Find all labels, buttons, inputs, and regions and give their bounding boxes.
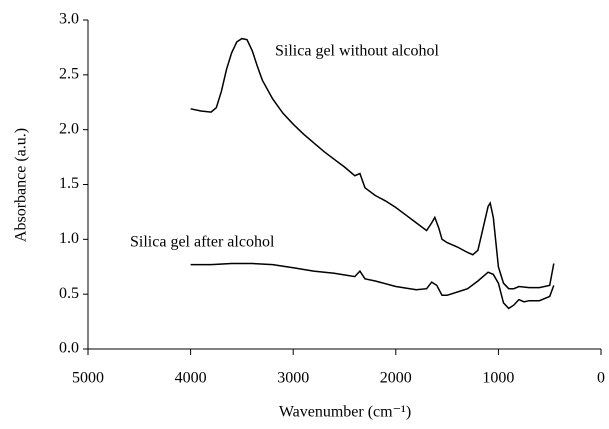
- y-tick-label: 1.5: [59, 175, 79, 192]
- x-tick-label: 4000: [175, 370, 207, 387]
- y-tick-label: 2.0: [59, 120, 79, 137]
- y-tick-label: 0.0: [59, 340, 79, 357]
- x-tick-label: 1000: [482, 370, 514, 387]
- line-series: [190, 262, 555, 310]
- y-tick-label: 3.0: [59, 11, 79, 28]
- annotation: Silica gel without alcohol: [275, 43, 440, 60]
- x-tick-label: 0: [597, 370, 605, 387]
- y-axis-label: Absorbance (a.u.): [13, 128, 30, 242]
- x-axis-label: Wavenumber (cm⁻¹): [279, 404, 411, 421]
- y-tick-label: 2.5: [59, 66, 79, 83]
- x-tick-label: 5000: [72, 370, 104, 387]
- y-tick-label: 0.5: [59, 285, 79, 302]
- y-tick-label: 1.0: [59, 230, 79, 247]
- line-series: [190, 37, 555, 290]
- x-tick-label: 3000: [277, 370, 309, 387]
- x-tick-label: 2000: [380, 370, 412, 387]
- annotation: Silica gel after alcohol: [130, 234, 275, 251]
